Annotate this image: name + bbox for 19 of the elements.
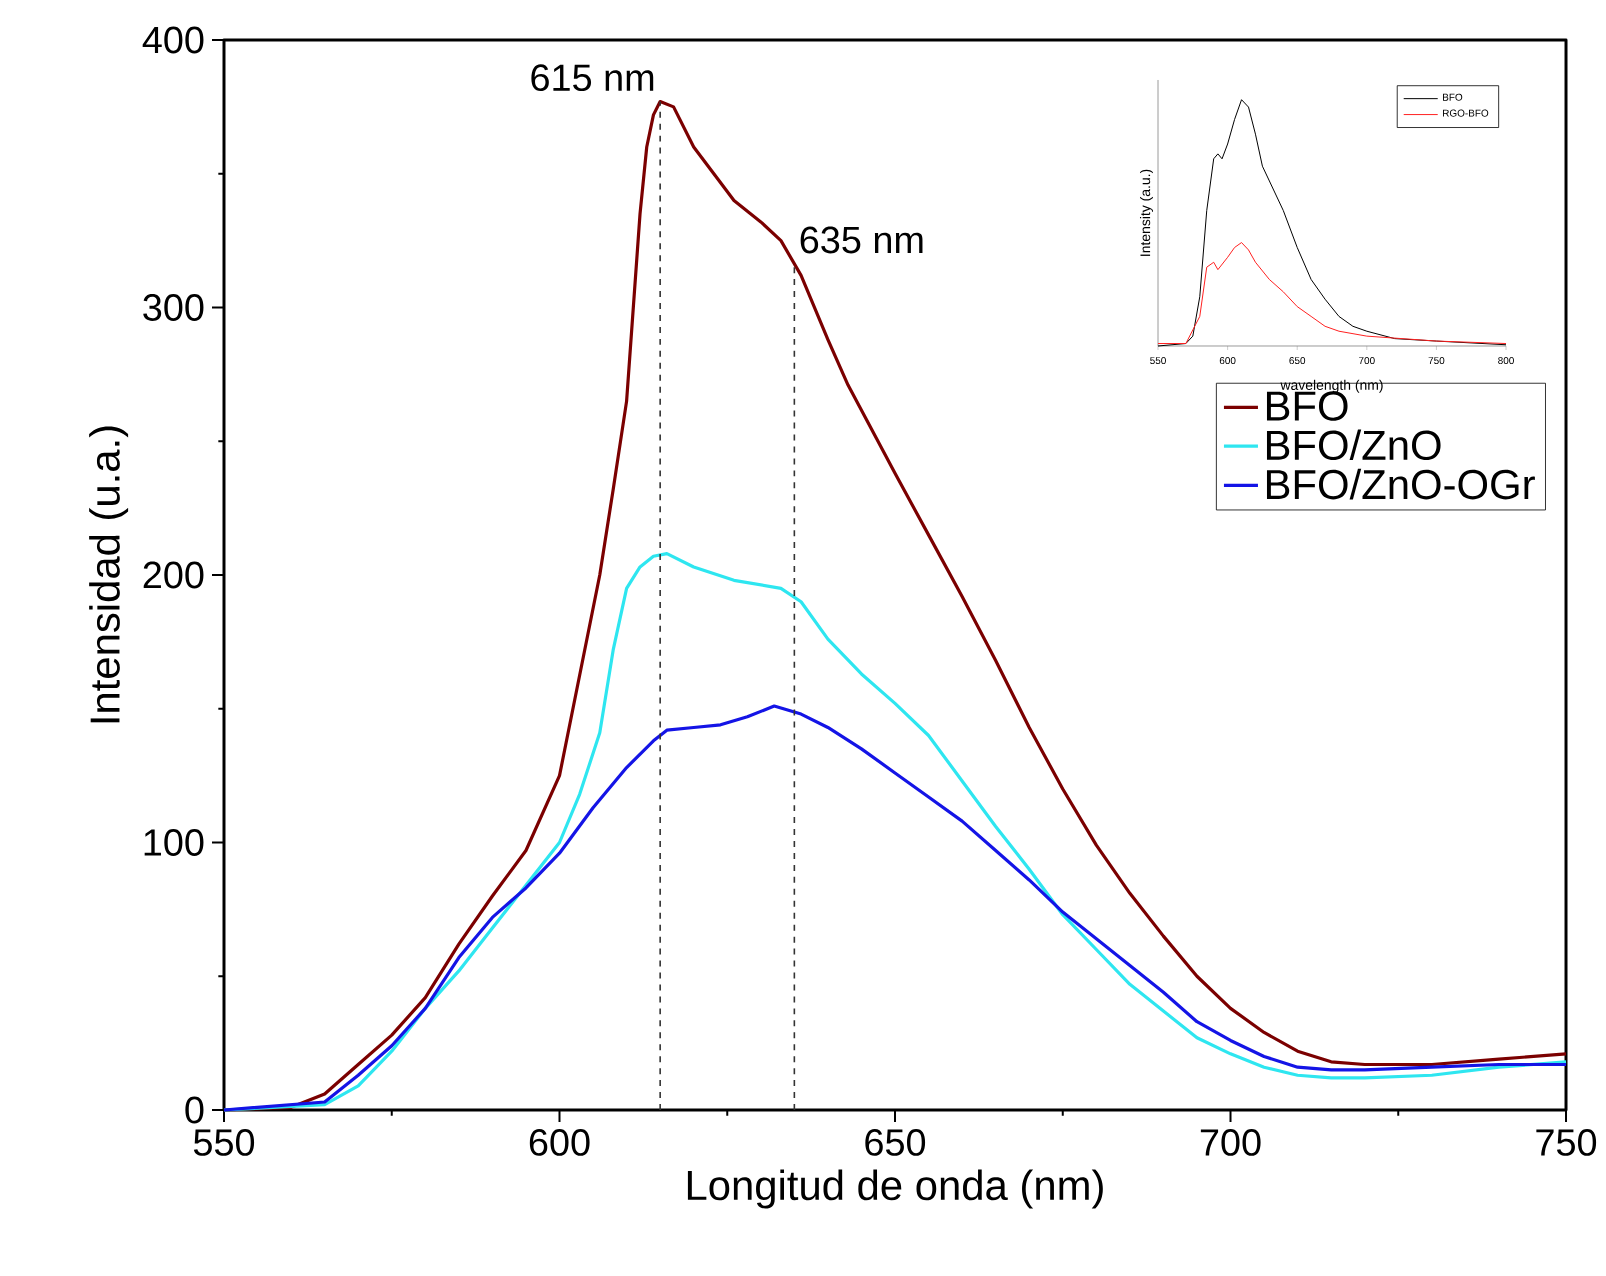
x-axis-title: Longitud de onda (nm) xyxy=(687,1169,1103,1209)
legend-label: BFO xyxy=(1266,391,1348,421)
y-axis-title: Intensidad (u.a.) xyxy=(89,426,129,723)
x-tick-label: 700 xyxy=(1200,1129,1261,1156)
x-tick-label: 600 xyxy=(529,1129,590,1156)
y-tick-label: 400 xyxy=(142,26,204,54)
legend-label: BFO/ZnO-OGr xyxy=(1266,468,1535,500)
line-series xyxy=(222,551,1568,1112)
x-tick-label: 550 xyxy=(193,1129,255,1156)
ref-line-label: 635 nm xyxy=(800,226,923,254)
y-tick-label: 300 xyxy=(143,294,204,321)
legend-label: BFO/ZnO xyxy=(1266,429,1441,461)
y-tick-label: 200 xyxy=(143,561,204,589)
y-tick-label: 0 xyxy=(185,1096,204,1124)
x-tick-label: 750 xyxy=(1536,1129,1597,1156)
y-tick-label: 100 xyxy=(144,829,204,856)
x-tick-label: 650 xyxy=(865,1129,926,1156)
line-series xyxy=(222,704,1568,1112)
ref-line-label: 615 nm xyxy=(531,64,654,92)
